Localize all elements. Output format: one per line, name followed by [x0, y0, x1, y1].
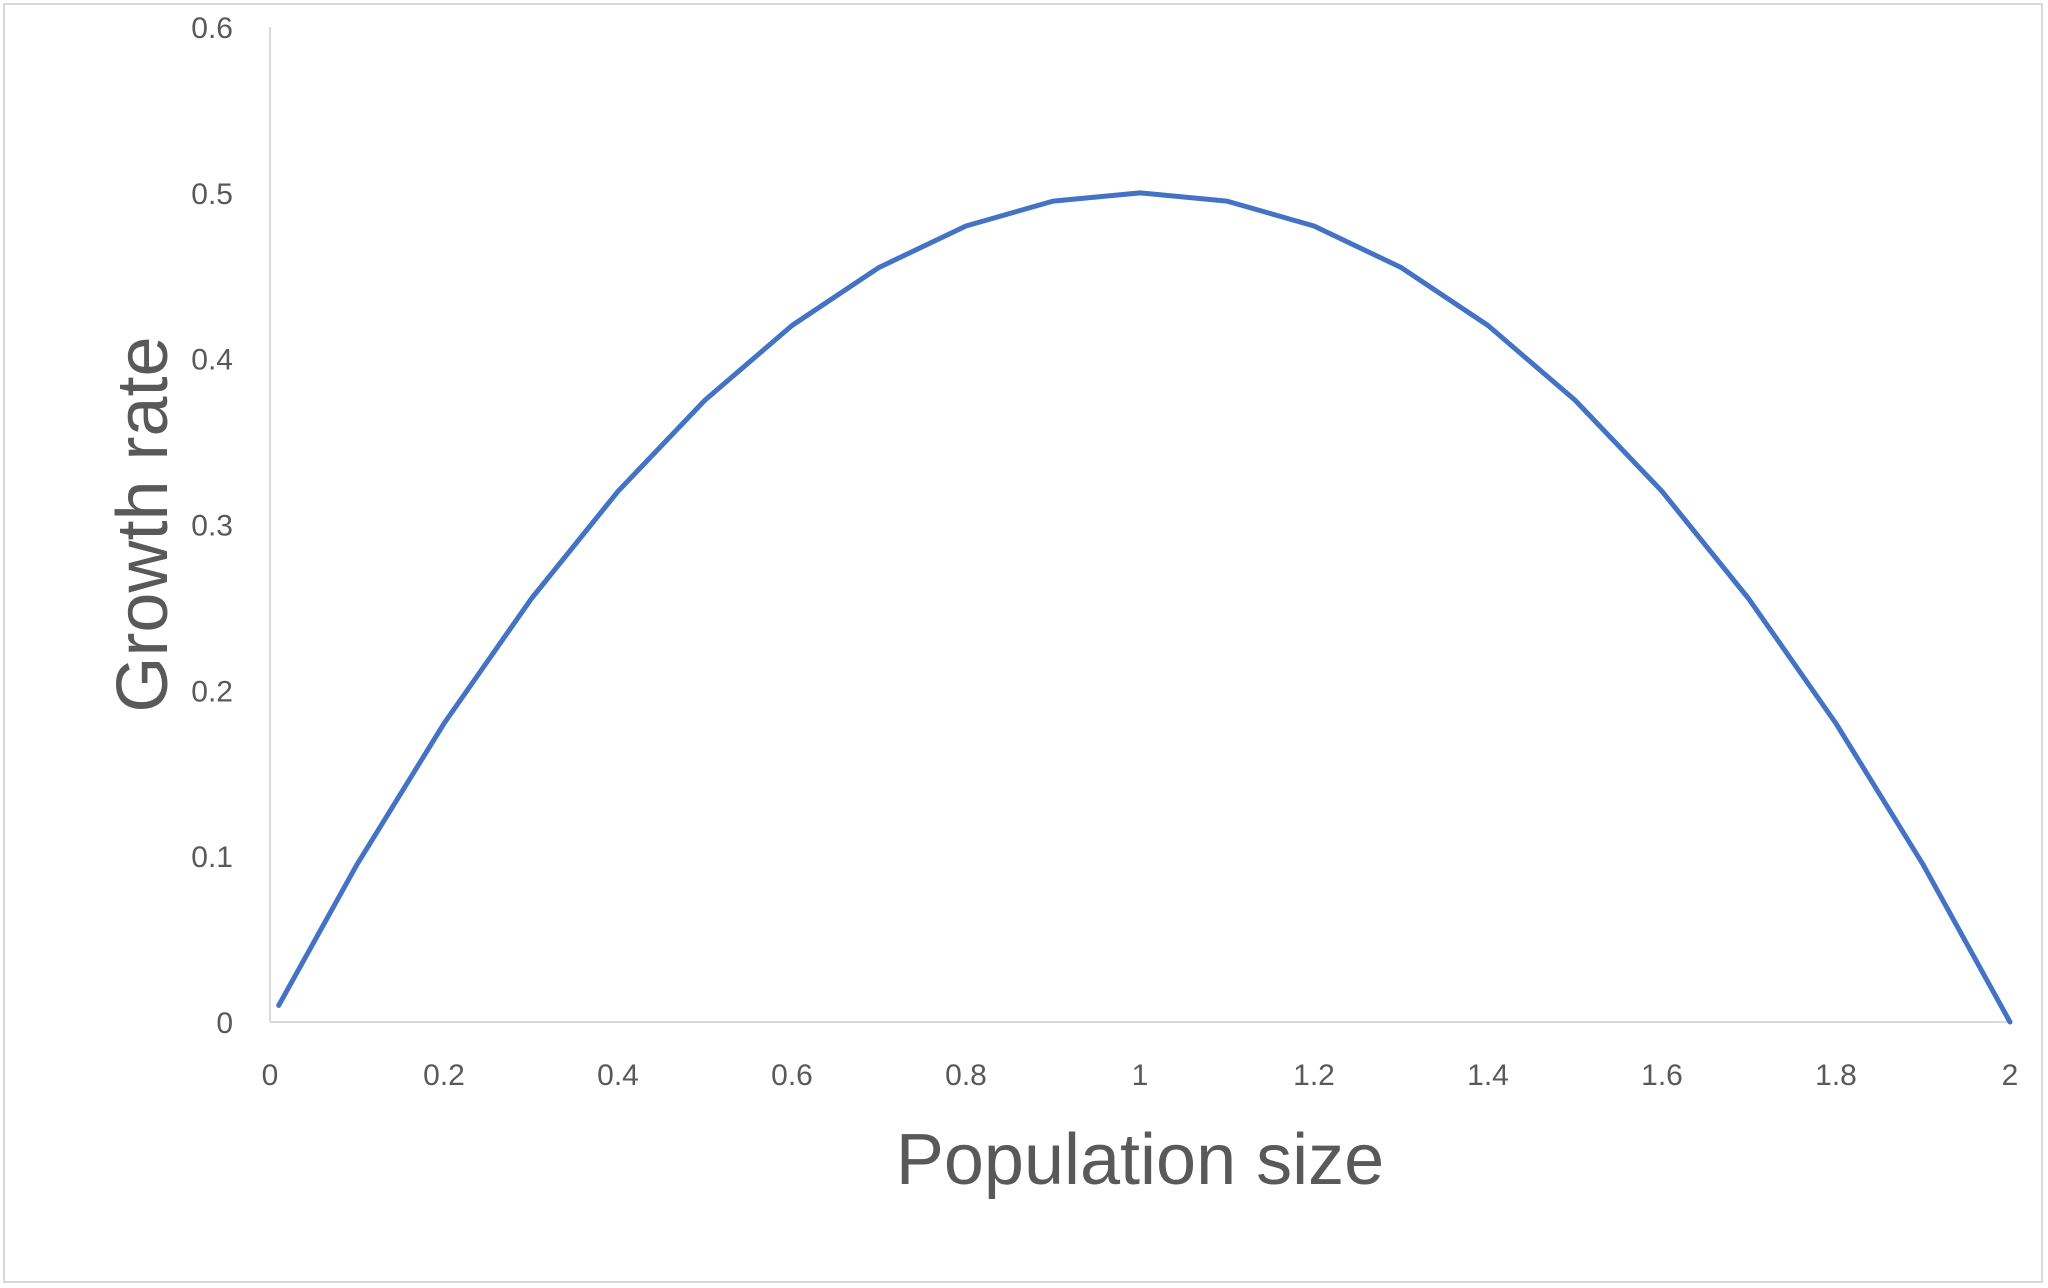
- y-axis-title: Growth rate: [103, 336, 183, 712]
- y-tick-label: 0.3: [191, 510, 233, 543]
- series-layer: [276, 190, 2013, 1025]
- y-tick-label: 0.6: [191, 12, 233, 45]
- x-tick-label: 1.2: [1293, 1059, 1335, 1092]
- x-tick-label: 0: [262, 1059, 279, 1092]
- x-tick-label: 0.6: [771, 1059, 813, 1092]
- x-tick-label: 1.4: [1467, 1059, 1509, 1092]
- y-tick-label: 0.2: [191, 675, 233, 708]
- x-tick-label: 1.6: [1641, 1059, 1683, 1092]
- x-axis-ticks: 0 0.2 0.4 0.6 0.8 1 1.2 1.4 1.6 1.8 2: [262, 1059, 2019, 1092]
- x-tick-label: 0.2: [423, 1059, 465, 1092]
- y-tick-label: 0: [216, 1007, 233, 1040]
- x-axis-title: Population size: [896, 1120, 1384, 1200]
- x-tick-label: 0.8: [945, 1059, 987, 1092]
- y-tick-label: 0.5: [191, 178, 233, 211]
- chart-frame: [3, 3, 2043, 1283]
- x-tick-label: 1.8: [1815, 1059, 1857, 1092]
- series-line: [276, 190, 2013, 1025]
- x-tick-label: 0.4: [597, 1059, 639, 1092]
- x-tick-label: 1: [1132, 1059, 1149, 1092]
- y-axis-ticks: 0 0.1 0.2 0.3 0.4 0.5 0.6: [191, 12, 233, 1040]
- y-tick-label: 0.1: [191, 841, 233, 874]
- x-tick-label: 2: [2002, 1059, 2019, 1092]
- y-tick-label: 0.4: [191, 344, 233, 377]
